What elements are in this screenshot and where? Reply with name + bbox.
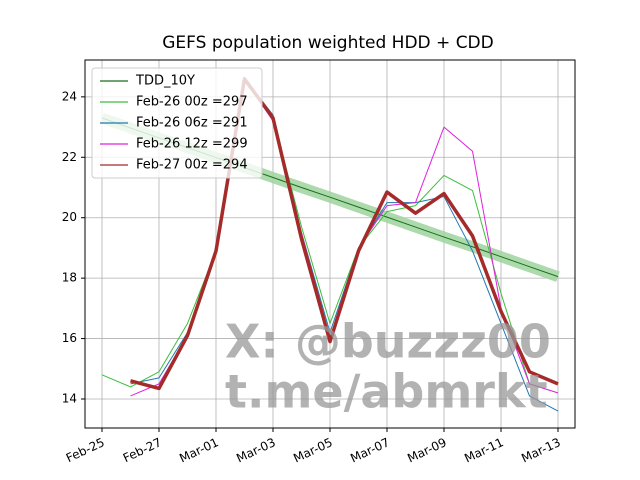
series-line bbox=[130, 76, 559, 391]
legend-box bbox=[91, 67, 263, 179]
legend-label: TDD_10Y bbox=[135, 74, 195, 89]
chart-title: GEFS population weighted HDD + CDD bbox=[162, 33, 494, 53]
y-tick-label: 16 bbox=[62, 331, 77, 345]
watermark: X: @buzzz00 bbox=[225, 315, 551, 369]
legend-label: Feb-26 00z =297 bbox=[136, 95, 248, 110]
legend-label: Feb-26 12z =299 bbox=[136, 137, 248, 152]
y-tick-label: 24 bbox=[62, 89, 77, 103]
y-tick-label: 20 bbox=[62, 210, 77, 224]
series-line bbox=[101, 81, 559, 394]
legend-label: Feb-26 06z =291 bbox=[136, 116, 248, 131]
y-tick-label: 18 bbox=[62, 271, 77, 285]
y-tick-label: 14 bbox=[62, 391, 77, 405]
y-tick-label: 22 bbox=[62, 150, 77, 164]
axes-frame bbox=[84, 59, 576, 429]
legend-label: Feb-27 00z =294 bbox=[136, 158, 248, 173]
watermark: t.me/abmrkt bbox=[225, 365, 548, 419]
